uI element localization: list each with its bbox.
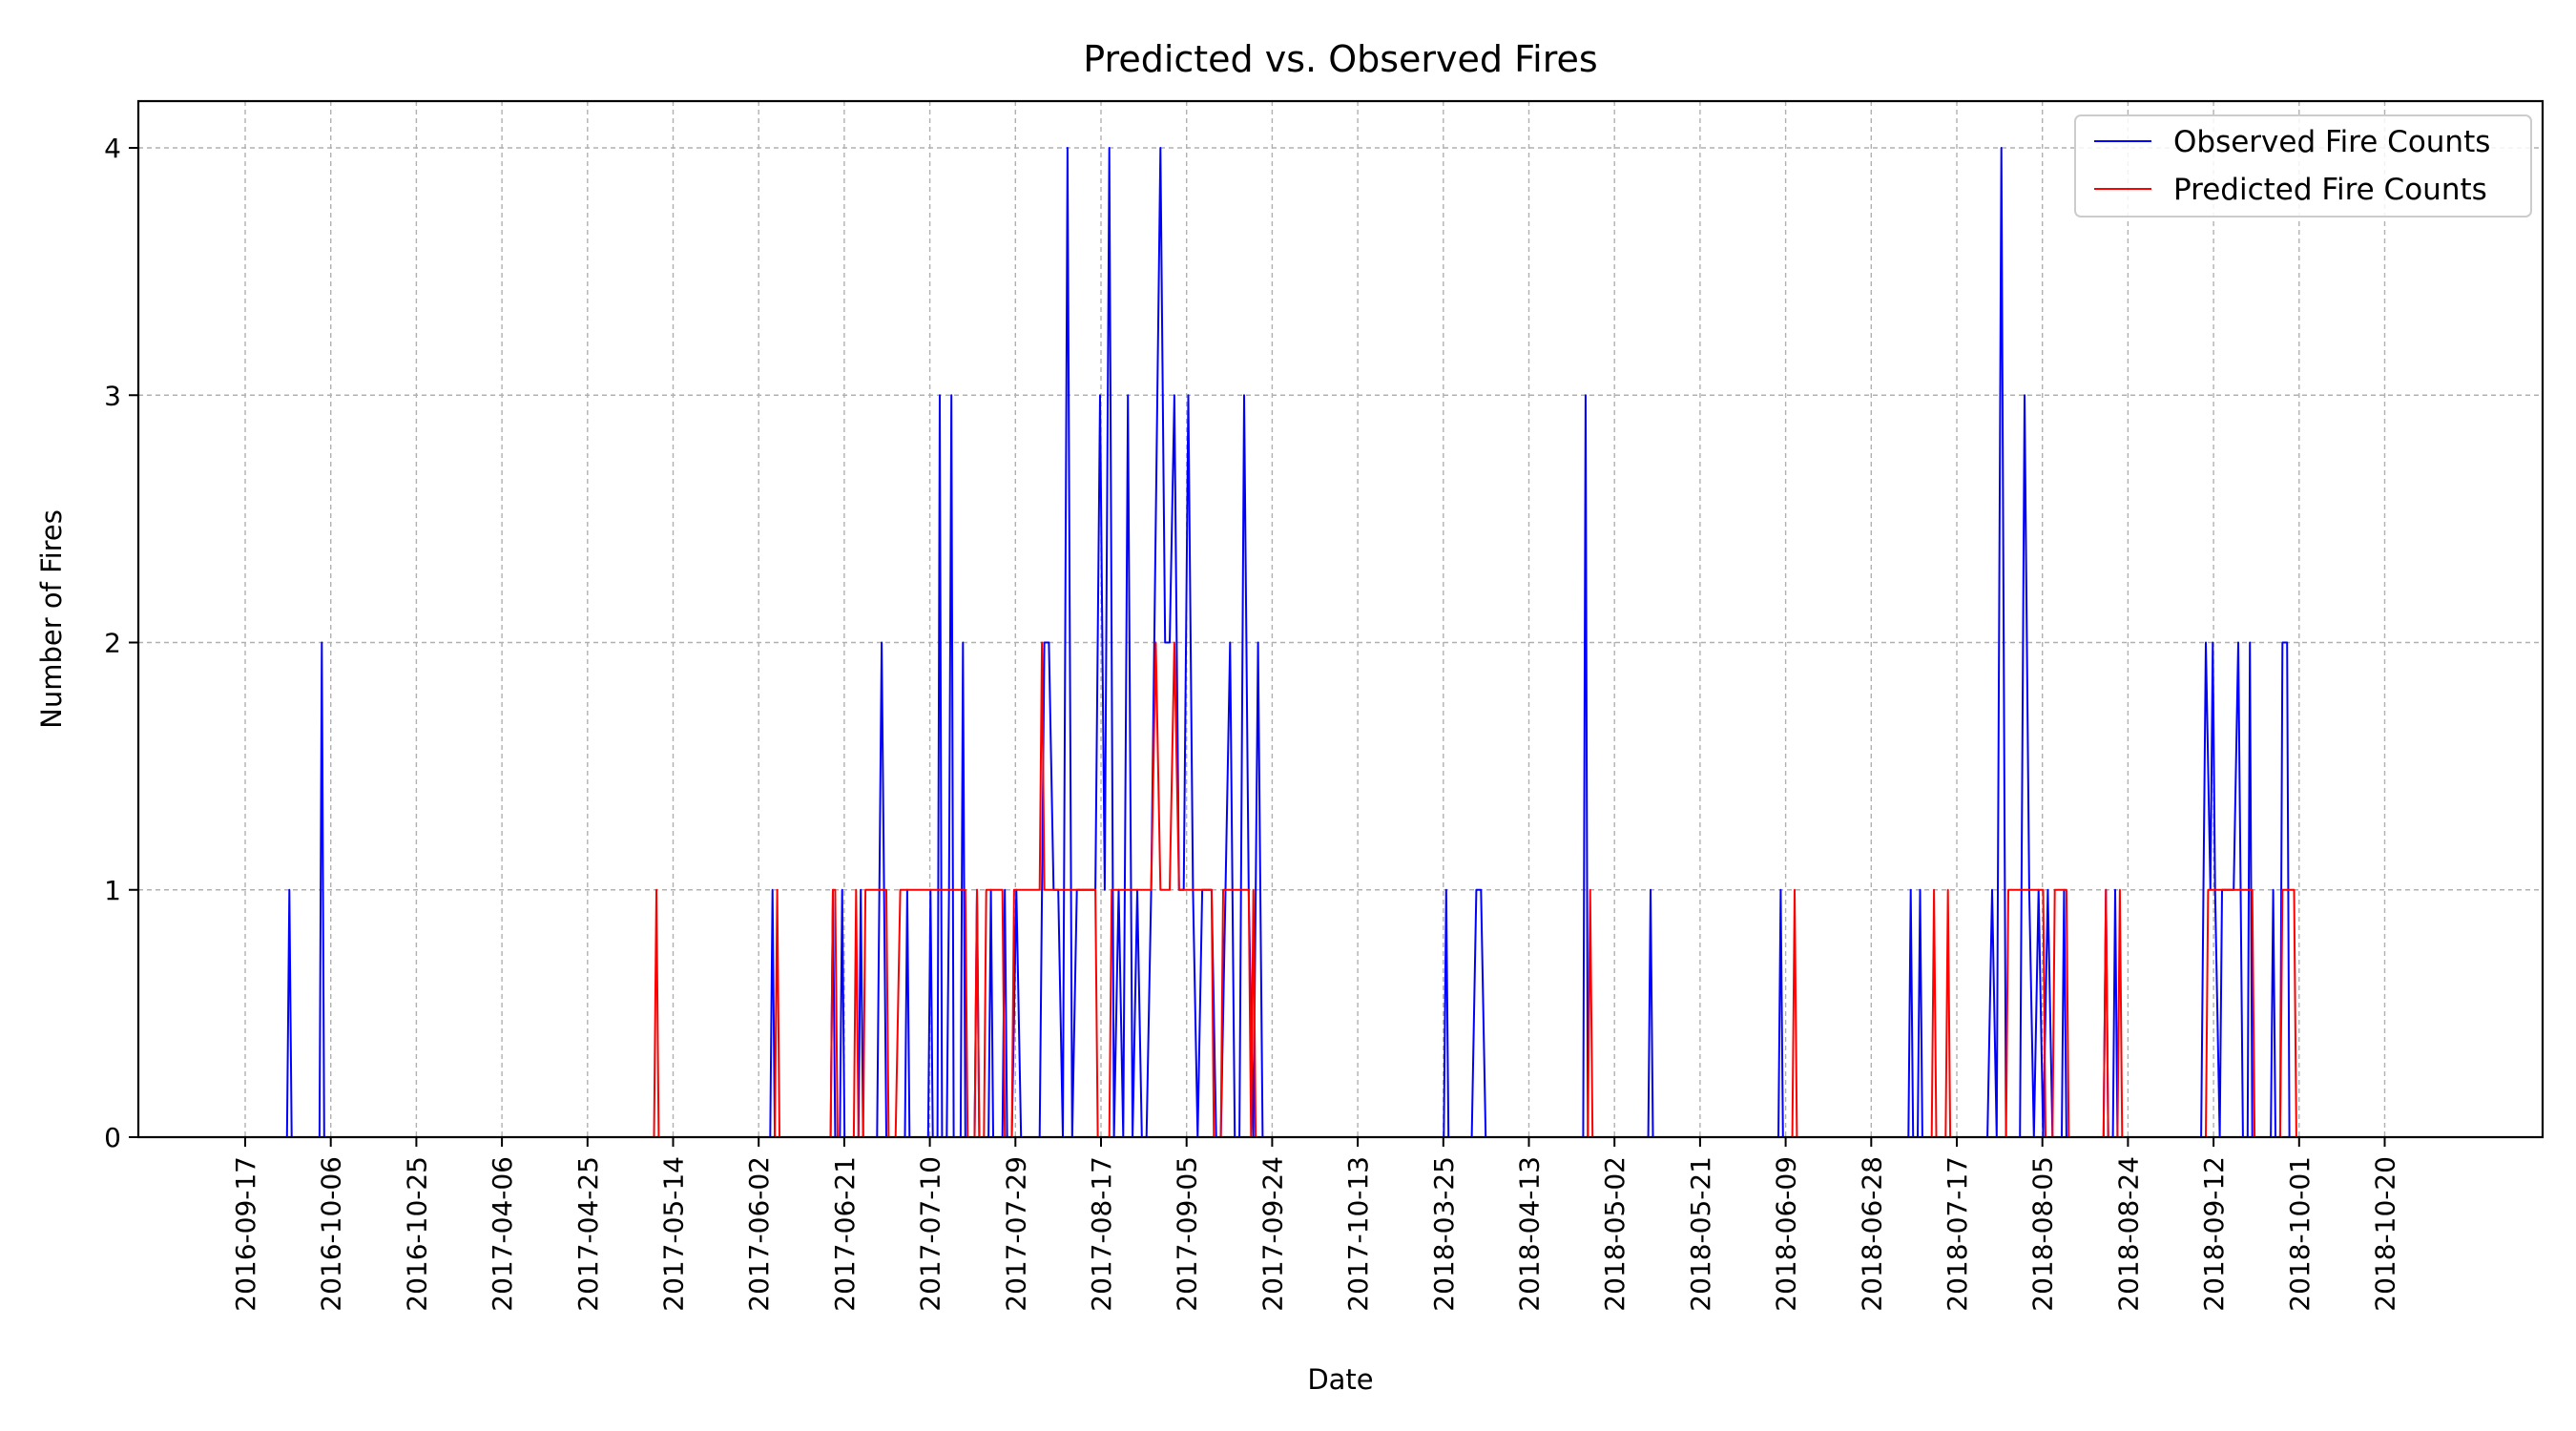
x-tick-label: 2018-07-17 bbox=[1942, 1156, 1973, 1312]
chart-title: Predicted vs. Observed Fires bbox=[1083, 38, 1597, 80]
y-axis-label: Number of Fires bbox=[35, 509, 68, 729]
y-tick-label: 2 bbox=[104, 628, 121, 659]
y-tick-label: 3 bbox=[104, 380, 121, 411]
x-tick-label: 2018-05-02 bbox=[1599, 1156, 1631, 1312]
x-tick-label: 2016-10-06 bbox=[316, 1156, 347, 1312]
legend-label: Observed Fire Counts bbox=[2173, 125, 2490, 159]
x-tick-label: 2018-08-05 bbox=[2027, 1156, 2059, 1312]
x-tick-label: 2017-07-10 bbox=[915, 1156, 946, 1312]
legend-label: Predicted Fire Counts bbox=[2173, 173, 2487, 207]
x-tick-label: 2017-06-02 bbox=[743, 1156, 775, 1312]
x-tick-label: 2018-04-13 bbox=[1514, 1156, 1546, 1312]
x-tick-label: 2017-05-14 bbox=[658, 1156, 690, 1312]
x-tick-label: 2018-06-09 bbox=[1771, 1156, 1802, 1312]
y-tick-label: 1 bbox=[104, 875, 121, 906]
x-axis-ticks: 2016-09-17 2016-10-06 2016-10-25 2017-04-06… bbox=[230, 1137, 2401, 1312]
y-axis-ticks: 0 1 2 3 4 bbox=[104, 133, 138, 1153]
series-line-predicted bbox=[245, 641, 2382, 1138]
x-tick-label: 2018-08-24 bbox=[2112, 1156, 2144, 1312]
x-tick-label: 2017-08-17 bbox=[1086, 1156, 1117, 1312]
x-tick-label: 2018-09-12 bbox=[2198, 1156, 2230, 1312]
legend: Observed Fire Counts Predicted Fire Count… bbox=[2074, 114, 2532, 218]
plot-frame bbox=[136, 99, 2545, 1139]
x-tick-label: 2017-10-13 bbox=[1342, 1156, 1374, 1312]
x-axis-label: Date bbox=[1307, 1363, 1373, 1396]
x-tick-label: 2017-06-21 bbox=[829, 1156, 861, 1312]
x-tick-label: 2016-10-25 bbox=[401, 1156, 432, 1312]
y-tick-label: 0 bbox=[104, 1122, 121, 1153]
x-tick-label: 2018-05-21 bbox=[1685, 1156, 1716, 1312]
x-tick-label: 2017-09-24 bbox=[1257, 1156, 1288, 1312]
x-tick-label: 2018-03-25 bbox=[1428, 1156, 1460, 1312]
x-tick-label: 2018-06-28 bbox=[1856, 1156, 1887, 1312]
x-tick-label: 2018-10-20 bbox=[2370, 1156, 2401, 1312]
x-tick-label: 2016-09-17 bbox=[230, 1156, 261, 1312]
x-tick-label: 2017-04-25 bbox=[572, 1156, 604, 1312]
legend-box bbox=[2074, 114, 2532, 218]
x-tick-label: 2017-09-05 bbox=[1172, 1156, 1203, 1312]
x-tick-label: 2017-04-06 bbox=[487, 1156, 518, 1312]
x-tick-label: 2018-10-01 bbox=[2284, 1156, 2316, 1312]
y-tick-label: 4 bbox=[104, 133, 121, 164]
grid-lines bbox=[138, 101, 2543, 1138]
x-tick-label: 2017-07-29 bbox=[1000, 1156, 1031, 1312]
